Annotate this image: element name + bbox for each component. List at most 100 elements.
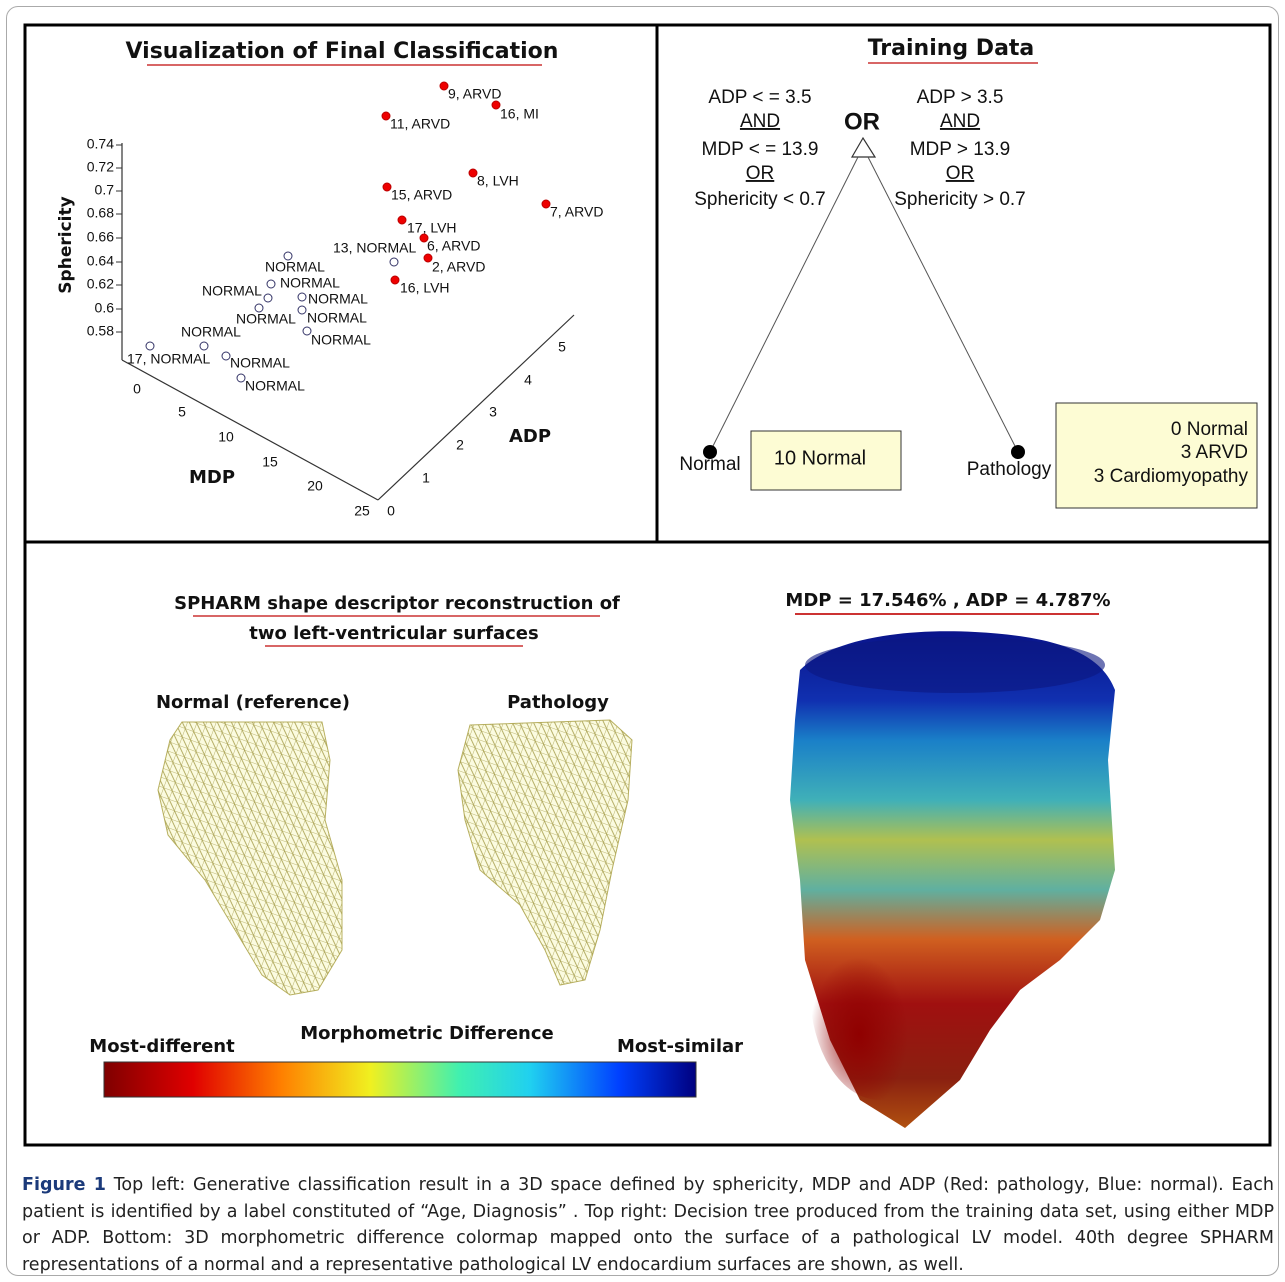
point-label: NORMAL: [230, 355, 290, 371]
point-label: NORMAL: [202, 283, 262, 299]
tick-label: 2: [456, 437, 464, 453]
lv-colormap-surface: [790, 631, 1115, 1128]
tick-label: 0.62: [87, 276, 114, 292]
tick-label: 5: [178, 404, 186, 420]
panel-title: SPHARM shape descriptor reconstruction o…: [174, 593, 620, 614]
normal-point: [303, 327, 311, 335]
point-label: 17, LVH: [407, 220, 457, 236]
condition-text: OR: [946, 163, 975, 184]
figure: Visualization of Final Classification Sp…: [0, 0, 1285, 1170]
panel-title: Training Data: [868, 36, 1035, 61]
tick-label: 5: [558, 339, 566, 355]
point-label: 11, ARVD: [390, 116, 450, 132]
caption-label: Figure 1: [22, 1175, 106, 1195]
tick-label: 0: [133, 381, 141, 397]
point-label: NORMAL: [311, 332, 371, 348]
tick-label: 0.58: [87, 323, 114, 339]
point-label: 9, ARVD: [448, 86, 501, 102]
point-label: 8, LVH: [477, 173, 519, 189]
point-label: 6, ARVD: [427, 238, 480, 254]
normal-mesh: [158, 722, 342, 995]
axis-label: Sphericity: [56, 196, 76, 293]
leaf-box-text: 3 Cardiomyopathy: [1094, 466, 1249, 487]
leaf-box-text: 3 ARVD: [1181, 442, 1248, 463]
point-label: 15, ARVD: [391, 187, 452, 203]
tick-label: 0.64: [87, 253, 114, 269]
condition-text: ADP > 3.5: [917, 87, 1004, 108]
pathology-point: [542, 200, 550, 208]
tick-label: 20: [307, 478, 323, 494]
point-label: 16, MI: [500, 106, 539, 122]
tick-label: 0.7: [95, 182, 115, 198]
panel-title: two left-ventricular surfaces: [249, 623, 538, 644]
normal-point: [237, 374, 245, 382]
point-label: NORMAL: [280, 275, 340, 291]
point-label: NORMAL: [308, 291, 368, 307]
condition-text: MDP < = 13.9: [702, 139, 819, 160]
condition-text: AND: [940, 111, 980, 132]
surface-label: Pathology: [507, 692, 609, 713]
pathology-point: [383, 183, 391, 191]
condition-text: Sphericity > 0.7: [894, 189, 1026, 210]
tick-label: 0.74: [87, 136, 114, 152]
condition-text: AND: [740, 111, 780, 132]
point-label: 7, ARVD: [550, 204, 603, 220]
panel-title: MDP = 17.546% , ADP = 4.787%: [785, 590, 1110, 611]
point-label: 2, ARVD: [432, 259, 485, 275]
pathology-point: [382, 112, 390, 120]
pathology-point: [424, 254, 432, 262]
leaf-box-text: 10 Normal: [774, 447, 866, 469]
condition-text: Sphericity < 0.7: [694, 189, 826, 210]
point-label: NORMAL: [181, 324, 241, 340]
normal-point: [264, 294, 272, 302]
tick-label: 4: [524, 372, 532, 388]
axis-label: ADP: [509, 426, 551, 447]
leaf-box-text: 0 Normal: [1171, 419, 1248, 440]
point-label: NORMAL: [265, 259, 325, 275]
panel-title: Visualization of Final Classification: [126, 39, 559, 64]
pathology-point: [391, 276, 399, 284]
leaf-label: Pathology: [967, 459, 1052, 480]
normal-point: [298, 293, 306, 301]
leaf-label: Normal: [679, 454, 740, 475]
normal-point: [390, 258, 398, 266]
normal-point: [298, 306, 306, 314]
colorbar: [104, 1062, 696, 1097]
tick-label: 25: [354, 503, 370, 519]
normal-point: [267, 280, 275, 288]
tree-node: [1011, 445, 1025, 459]
surface-label: Normal (reference): [156, 692, 350, 713]
tick-label: 0.68: [87, 205, 114, 221]
pathology-point: [469, 169, 477, 177]
point-label: 16, LVH: [400, 280, 450, 296]
normal-point: [146, 342, 154, 350]
panel-frames: [25, 25, 1270, 1145]
tick-label: 0: [387, 503, 395, 519]
point-label: NORMAL: [307, 310, 367, 326]
caption-text: Top left: Generative classification resu…: [22, 1175, 1274, 1275]
pathology-point: [440, 82, 448, 90]
point-label: 17, NORMAL: [127, 351, 210, 367]
colorbar-end-label: Most-similar: [617, 1036, 743, 1057]
normal-point: [200, 342, 208, 350]
tick-label: 15: [262, 454, 278, 470]
axis-label: MDP: [189, 467, 235, 488]
condition-text: MDP > 13.9: [910, 139, 1011, 160]
pathology-point: [398, 216, 406, 224]
colorbar-end-label: Most-different: [89, 1036, 235, 1057]
tick-label: 1: [422, 470, 430, 486]
normal-point: [222, 352, 230, 360]
point-label: NORMAL: [245, 378, 305, 394]
tick-label: 0.72: [87, 159, 114, 175]
tick-label: 10: [218, 429, 234, 445]
point-label: 13, NORMAL: [333, 240, 416, 256]
tick-label: 3: [489, 404, 497, 420]
point-label: NORMAL: [236, 311, 296, 327]
condition-text: ADP < = 3.5: [708, 87, 811, 108]
operator: OR: [844, 108, 880, 135]
caption: Figure 1 Top left: Generative classifica…: [22, 1172, 1274, 1278]
pathology-point: [492, 101, 500, 109]
tick-label: 0.66: [87, 229, 114, 245]
pathology-mesh: [458, 720, 632, 985]
tick-label: 0.6: [95, 300, 115, 316]
